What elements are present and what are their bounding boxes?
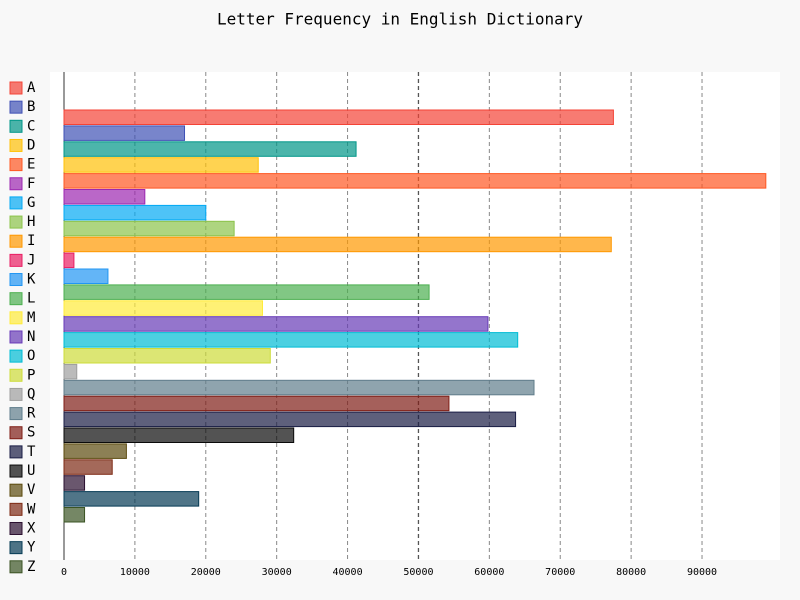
legend-swatch bbox=[9, 158, 23, 172]
legend-swatch bbox=[9, 464, 23, 478]
x-tick-label: 70000 bbox=[545, 567, 575, 578]
legend-label: L bbox=[27, 291, 35, 307]
x-tick-label: 50000 bbox=[403, 567, 433, 578]
legend-swatch bbox=[9, 368, 23, 382]
legend-swatch bbox=[9, 119, 23, 133]
bar bbox=[63, 443, 127, 459]
legend-swatch bbox=[9, 253, 23, 267]
bar bbox=[63, 427, 295, 443]
legend-label: B bbox=[27, 99, 35, 115]
legend-swatch bbox=[9, 234, 23, 248]
legend-label: A bbox=[27, 80, 36, 96]
legend-label: F bbox=[27, 176, 35, 192]
legend-label: K bbox=[27, 272, 36, 288]
bar bbox=[63, 300, 263, 316]
legend-swatch bbox=[9, 273, 23, 287]
bar bbox=[63, 252, 75, 269]
bar bbox=[63, 411, 517, 428]
bar bbox=[63, 395, 450, 412]
bar bbox=[63, 220, 235, 237]
legend-label: Y bbox=[27, 540, 36, 556]
legend-swatch bbox=[9, 138, 23, 152]
chart-title: Letter Frequency in English Dictionary bbox=[217, 10, 583, 29]
legend-label: C bbox=[27, 118, 35, 134]
legend-swatch bbox=[9, 330, 23, 344]
legend-label: R bbox=[27, 406, 36, 422]
bar bbox=[63, 475, 86, 491]
x-tick-label: 90000 bbox=[687, 567, 717, 578]
bar bbox=[63, 507, 86, 523]
bar bbox=[63, 379, 535, 396]
legend-label: H bbox=[27, 214, 35, 230]
x-tick-label: 80000 bbox=[616, 567, 646, 578]
legend-label: D bbox=[27, 137, 35, 153]
legend-swatch bbox=[9, 560, 23, 574]
legend-swatch bbox=[9, 502, 23, 516]
bar bbox=[63, 268, 109, 284]
bar bbox=[63, 316, 489, 332]
legend-label: Z bbox=[27, 559, 35, 575]
legend-label: G bbox=[27, 195, 35, 211]
legend-swatch bbox=[9, 407, 23, 421]
legend-swatch bbox=[9, 387, 23, 401]
bar bbox=[63, 348, 271, 364]
legend-label: X bbox=[27, 520, 36, 536]
legend-label: V bbox=[27, 482, 36, 498]
legend-label: S bbox=[27, 425, 35, 441]
legend-swatch bbox=[9, 311, 23, 325]
legend-swatch bbox=[9, 196, 23, 210]
bar bbox=[63, 459, 113, 475]
legend-swatch bbox=[9, 445, 23, 459]
legend-swatch bbox=[9, 292, 23, 306]
x-tick-label: 40000 bbox=[333, 567, 363, 578]
x-tick-label: 20000 bbox=[191, 567, 221, 578]
bar bbox=[63, 491, 200, 507]
x-tick-label: 0 bbox=[61, 567, 67, 578]
legend-swatch bbox=[9, 349, 23, 363]
bar bbox=[63, 125, 186, 141]
bar bbox=[63, 236, 612, 253]
bar bbox=[63, 141, 357, 157]
legend-label: O bbox=[27, 348, 35, 364]
x-tick-label: 60000 bbox=[474, 567, 504, 578]
legend-label: J bbox=[27, 252, 35, 268]
bar bbox=[63, 204, 207, 221]
legend-label: E bbox=[27, 157, 35, 173]
legend-swatch bbox=[9, 426, 23, 440]
legend-label: N bbox=[27, 329, 35, 345]
legend-swatch bbox=[9, 541, 23, 555]
bar bbox=[63, 284, 430, 300]
bar bbox=[63, 157, 259, 173]
legend-swatch bbox=[9, 81, 23, 95]
legend-label: P bbox=[27, 367, 35, 383]
legend-label: W bbox=[27, 501, 36, 517]
legend-label: M bbox=[27, 310, 35, 326]
x-tick-label: 30000 bbox=[262, 567, 292, 578]
legend-label: I bbox=[27, 233, 35, 249]
bar bbox=[63, 363, 78, 380]
bar bbox=[63, 189, 146, 205]
bar bbox=[63, 109, 614, 125]
bar bbox=[63, 332, 519, 348]
legend-swatch bbox=[9, 215, 23, 229]
bar bbox=[63, 173, 767, 189]
legend-label: Q bbox=[27, 386, 35, 402]
legend-label: T bbox=[27, 444, 36, 460]
legend-swatch bbox=[9, 177, 23, 191]
legend-swatch bbox=[9, 483, 23, 497]
legend-label: U bbox=[27, 463, 35, 479]
legend-swatch bbox=[9, 100, 23, 114]
legend-swatch bbox=[9, 521, 23, 535]
x-tick-label: 10000 bbox=[120, 567, 150, 578]
